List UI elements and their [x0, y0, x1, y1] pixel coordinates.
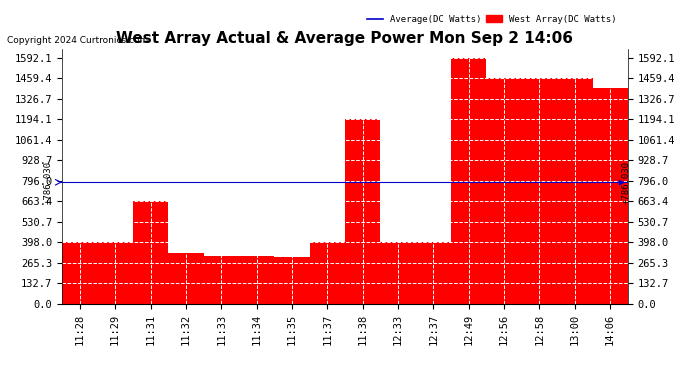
Bar	[415, 242, 451, 304]
Text: +786.030: +786.030	[622, 161, 631, 204]
Bar	[593, 88, 628, 304]
Bar	[274, 257, 310, 304]
Text: Copyright 2024 Curtronics.com: Copyright 2024 Curtronics.com	[7, 36, 148, 45]
Bar	[132, 201, 168, 304]
Bar	[97, 242, 132, 304]
Bar	[204, 256, 239, 304]
Bar	[310, 242, 345, 304]
Bar	[558, 78, 593, 304]
Bar	[345, 119, 380, 304]
Legend: Average(DC Watts), West Array(DC Watts): Average(DC Watts), West Array(DC Watts)	[363, 11, 620, 27]
Bar	[486, 78, 522, 304]
Bar	[522, 78, 558, 304]
Bar	[451, 58, 486, 304]
Bar	[380, 242, 415, 304]
Text: +786.030: +786.030	[43, 161, 52, 204]
Bar	[168, 253, 204, 304]
Bar	[239, 256, 274, 304]
Bar	[62, 242, 97, 304]
Title: West Array Actual & Average Power Mon Sep 2 14:06: West Array Actual & Average Power Mon Se…	[117, 31, 573, 46]
